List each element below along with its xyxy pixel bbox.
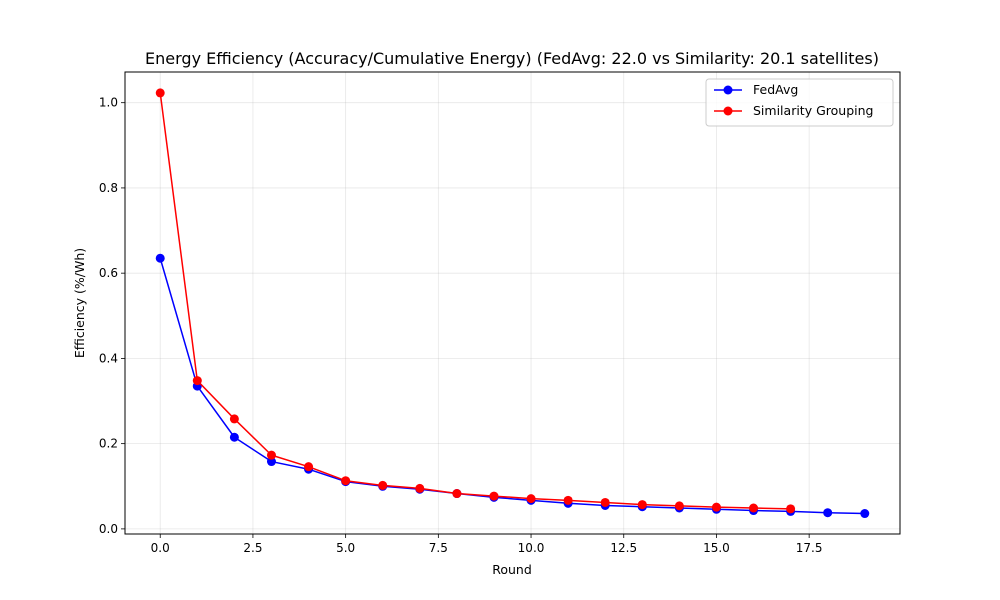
data-point-similarity-grouping <box>489 491 499 501</box>
y-tick-label: 0.2 <box>99 437 118 451</box>
data-point-similarity-grouping <box>341 476 351 486</box>
data-point-similarity-grouping <box>637 500 647 510</box>
data-point-similarity-grouping <box>192 376 202 386</box>
x-tick-label: 17.5 <box>796 541 823 555</box>
data-point-similarity-grouping <box>674 501 684 511</box>
series-line-similarity-grouping <box>159 92 791 510</box>
legend-marker-fedavg <box>723 85 733 95</box>
x-axis: 0.0 2.5 5.0 7.5 10.0 12.5 15.0 17.5 <box>151 534 823 555</box>
data-point-similarity-grouping <box>304 462 314 472</box>
y-tick-label: 0.8 <box>99 181 118 195</box>
data-point-similarity-grouping <box>749 503 759 513</box>
data-point-similarity-grouping <box>229 414 239 424</box>
x-tick-label: 15.0 <box>703 541 730 555</box>
data-point-similarity-grouping <box>155 88 165 98</box>
x-tick-label: 5.0 <box>336 541 355 555</box>
legend-label-similarity: Similarity Grouping <box>753 103 873 118</box>
legend-marker-similarity <box>723 106 733 116</box>
y-tick-label: 0.0 <box>99 522 118 536</box>
legend: FedAvg Similarity Grouping <box>705 78 894 127</box>
data-point-fedavg <box>266 457 276 467</box>
x-tick-label: 0.0 <box>151 541 170 555</box>
data-point-fedavg <box>155 253 165 263</box>
plot-frame <box>124 71 901 535</box>
data-point-similarity-grouping <box>563 495 573 505</box>
legend-box <box>705 78 894 127</box>
data-point-fedavg <box>860 509 870 519</box>
data-point-similarity-grouping <box>452 489 462 499</box>
x-tick-label: 2.5 <box>243 541 262 555</box>
y-tick-label: 0.4 <box>99 351 118 365</box>
data-point-similarity-grouping <box>711 502 721 512</box>
y-tick-label: 1.0 <box>99 96 118 110</box>
grid <box>125 72 900 534</box>
plot-area <box>155 88 870 519</box>
data-point-similarity-grouping <box>266 450 276 460</box>
series-line-fedavg <box>159 258 865 515</box>
data-point-similarity-grouping <box>600 497 610 507</box>
x-axis-label: Round <box>492 562 532 577</box>
chart-title: Energy Efficiency (Accuracy/Cumulative E… <box>145 49 879 68</box>
data-point-fedavg <box>229 432 239 442</box>
data-point-similarity-grouping <box>786 504 796 514</box>
data-point-similarity-grouping <box>526 494 536 504</box>
data-point-fedavg <box>823 508 833 518</box>
data-point-similarity-grouping <box>378 480 388 490</box>
y-axis-label: Efficiency (%/Wh) <box>72 248 87 358</box>
x-tick-label: 7.5 <box>429 541 448 555</box>
x-tick-label: 12.5 <box>610 541 637 555</box>
y-axis: 0.0 0.2 0.4 0.6 0.8 1.0 <box>99 96 125 536</box>
y-tick-label: 0.6 <box>99 266 118 280</box>
data-point-similarity-grouping <box>415 483 425 493</box>
legend-label-fedavg: FedAvg <box>753 82 798 97</box>
x-tick-label: 10.0 <box>518 541 545 555</box>
